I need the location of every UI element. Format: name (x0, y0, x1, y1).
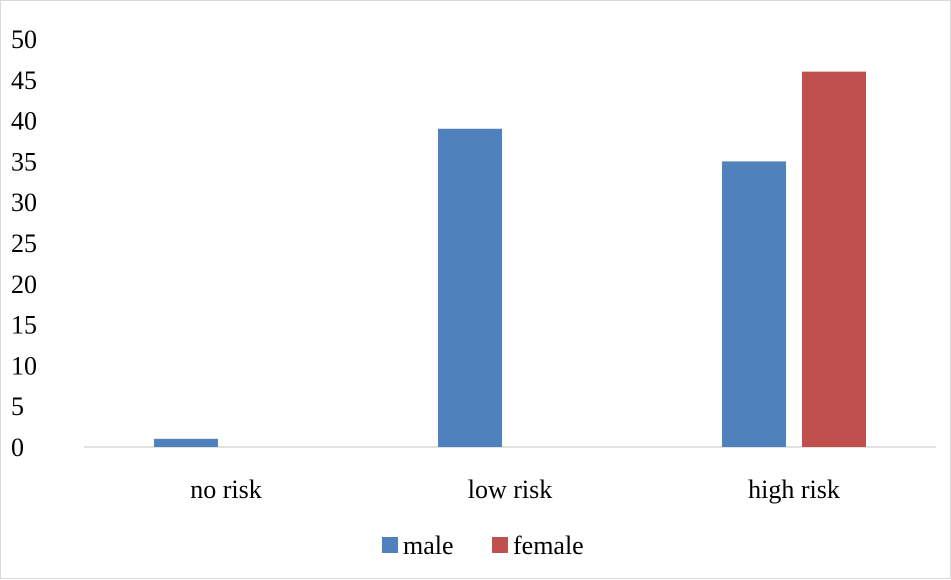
bar-female-high-risk (802, 71, 866, 447)
y-tick-label: 0 (11, 433, 24, 462)
y-tick-label: 10 (11, 351, 37, 380)
y-tick-label: 30 (11, 188, 37, 217)
legend-label-male: male (403, 531, 454, 560)
y-tick-label: 40 (11, 107, 37, 136)
x-category-label: no risk (190, 475, 262, 504)
legend: male female (382, 531, 584, 560)
legend-swatch-male (382, 537, 398, 553)
x-category-label: high risk (748, 475, 840, 504)
x-axis-labels: no risk low risk high risk (190, 475, 840, 504)
bars (154, 71, 866, 447)
y-tick-label: 15 (11, 311, 37, 340)
y-tick-label: 50 (11, 25, 37, 54)
legend-swatch-female (492, 537, 508, 553)
y-tick-label: 45 (11, 66, 37, 95)
bar-male-low-risk (438, 128, 502, 447)
y-axis-ticks: 0 5 10 15 20 25 30 35 40 45 50 (11, 25, 37, 462)
x-category-label: low risk (468, 475, 553, 504)
y-tick-label: 5 (11, 392, 24, 421)
y-tick-label: 35 (11, 147, 37, 176)
y-tick-label: 20 (11, 270, 37, 299)
bar-male-no-risk (154, 438, 218, 447)
bar-male-high-risk (722, 161, 786, 447)
y-tick-label: 25 (11, 229, 37, 258)
legend-label-female: female (513, 531, 584, 560)
